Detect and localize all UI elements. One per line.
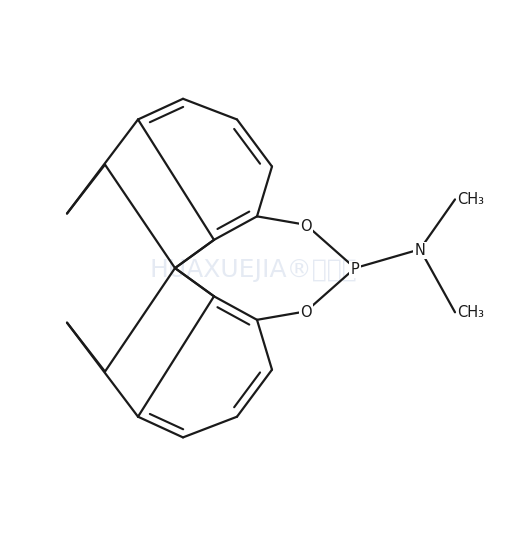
Text: CH₃: CH₃ — [457, 305, 485, 320]
Text: P: P — [351, 262, 359, 277]
Text: O: O — [300, 219, 312, 234]
Text: N: N — [415, 243, 425, 258]
Text: O: O — [300, 306, 312, 320]
Text: HUAXUEJIA®化学加: HUAXUEJIA®化学加 — [150, 258, 357, 281]
Text: CH₃: CH₃ — [457, 192, 485, 207]
